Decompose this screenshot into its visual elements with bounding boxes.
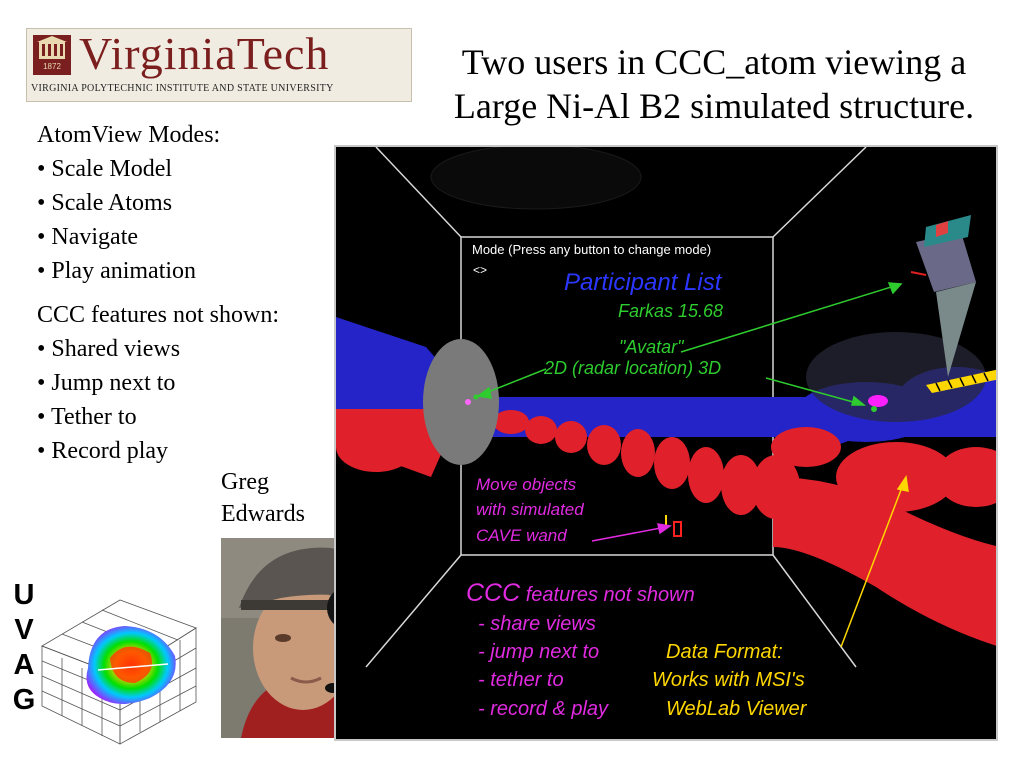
list-item: • Play animation xyxy=(37,258,197,284)
data-format-line: Data Format: xyxy=(666,641,783,663)
ccc-features-heading: CCC features not shown: xyxy=(37,302,279,328)
mode-instruction: Mode (Press any button to change mode) xyxy=(472,242,712,257)
ccc-feature-item: - record & play xyxy=(478,698,609,720)
move-objects-line: Move objects xyxy=(476,475,577,494)
photo-credit: Greg Edwards xyxy=(221,466,305,530)
uvag-letter: G xyxy=(12,684,36,716)
uvag-letter: V xyxy=(14,614,34,646)
ccc-feature-item: - share views xyxy=(478,613,596,635)
list-item: • Tether to xyxy=(37,404,137,430)
list-item: • Record play xyxy=(37,438,169,464)
participant-entry: Farkas 15.68 xyxy=(618,301,724,321)
virginia-tech-logo: 1872 VirginiaTech VIRGINIA POLYTECHNIC I… xyxy=(26,28,412,102)
uvag-label: U V A G xyxy=(8,578,40,718)
slide-title: Two users in CCC_atom viewing a Large Ni… xyxy=(414,40,1014,128)
ccc-feature-item: - tether to xyxy=(478,669,564,691)
university-seal: 1872 xyxy=(33,35,71,75)
list-item: • Scale Model xyxy=(37,156,173,182)
avatar-label: "Avatar" xyxy=(619,337,684,357)
list-item: • Navigate xyxy=(37,224,139,250)
mode-symbol: <> xyxy=(473,263,488,277)
uvag-letter: U xyxy=(13,579,35,611)
atomview-modes-list: AtomView Modes: • Scale Model • Scale At… xyxy=(37,118,220,288)
credit-last-name: Edwards xyxy=(221,501,305,527)
data-format-line: Works with MSI's xyxy=(652,669,805,691)
ccc-feature-item: - jump next to xyxy=(478,641,600,663)
uvag-letter: A xyxy=(13,649,35,681)
title-line-2: Large Ni-Al B2 simulated structure. xyxy=(453,86,975,126)
cave-simulation-screenshot: Mode (Press any button to change mode) <… xyxy=(334,145,998,741)
credit-first-name: Greg xyxy=(221,469,269,495)
3d-surface-plot-image xyxy=(40,598,198,746)
move-objects-line: with simulated xyxy=(476,500,584,519)
seal-year: 1872 xyxy=(43,62,61,71)
list-item: • Jump next to xyxy=(37,370,176,396)
move-objects-line: CAVE wand xyxy=(476,526,567,545)
ccc-features-heading-screen: CCC features not shown xyxy=(466,579,695,608)
cave-scene xyxy=(336,147,996,739)
atomview-heading: AtomView Modes: xyxy=(37,122,221,148)
list-item: • Shared views xyxy=(37,336,181,362)
title-line-1: Two users in CCC_atom viewing a xyxy=(461,42,967,82)
seal-building-icon xyxy=(37,36,67,59)
ccc-heading-rest: features not shown xyxy=(520,584,695,606)
ccc-features-list: CCC features not shown: • Shared views •… xyxy=(37,298,279,468)
ccc-acronym: CCC xyxy=(466,579,521,607)
radar-location-label: 2D (radar location) 3D xyxy=(544,358,722,378)
logo-wordmark: VirginiaTech xyxy=(79,28,330,79)
logo-subtitle: VIRGINIA POLYTECHNIC INSTITUTE AND STATE… xyxy=(31,83,334,94)
list-item: • Scale Atoms xyxy=(37,190,173,216)
data-format-line: WebLab Viewer xyxy=(666,698,807,720)
participant-list-label: Participant List xyxy=(564,269,722,296)
